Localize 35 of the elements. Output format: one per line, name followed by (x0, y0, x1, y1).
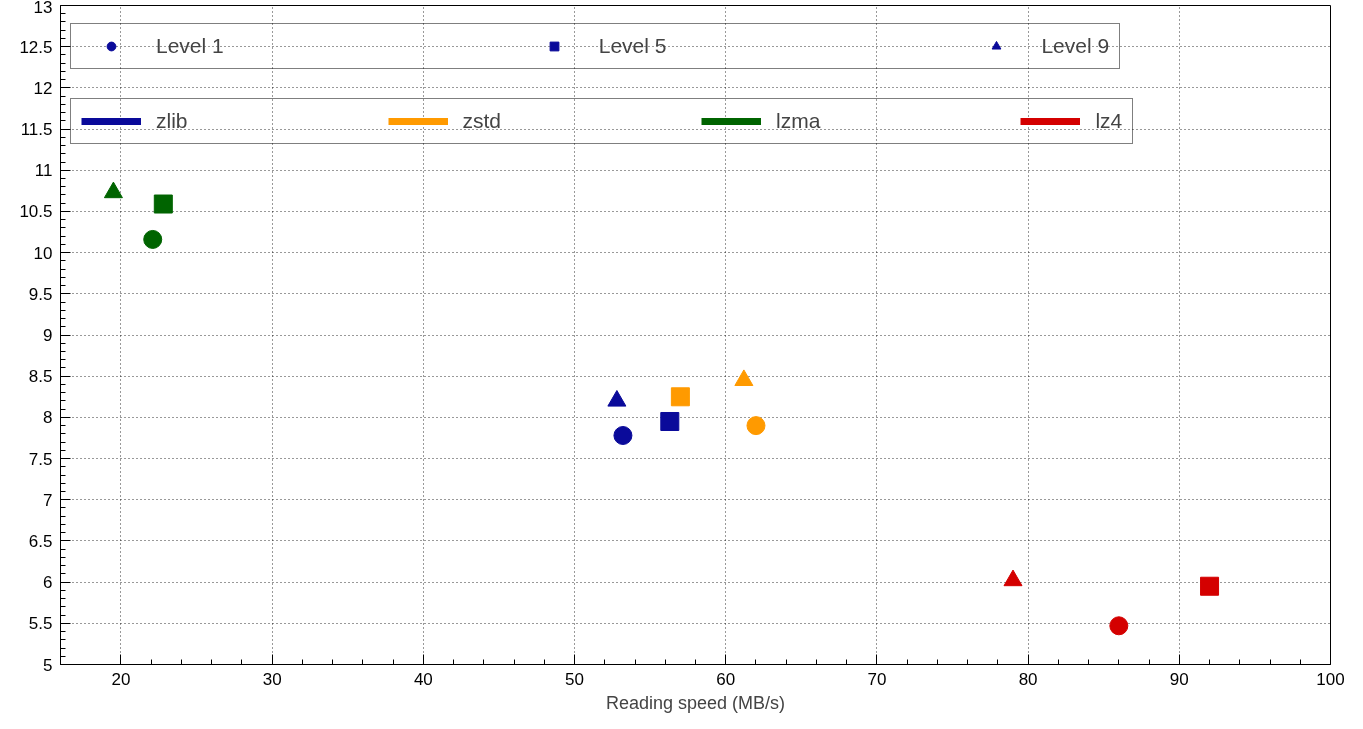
y-tick-label: 6.5 (28, 531, 53, 551)
y-tick-label: 9.5 (28, 284, 53, 304)
y-tick-label: 13 (33, 0, 53, 17)
legend-label: Level 5 (598, 34, 667, 58)
y-tick-label: 7.5 (28, 449, 53, 469)
y-tick-label: 10.5 (19, 202, 53, 222)
legend-label: zstd (462, 109, 502, 133)
x-tick-label: 50 (565, 669, 585, 689)
legend-label: lz4 (1095, 109, 1123, 133)
x-tick-label: 60 (716, 669, 736, 689)
y-tick-label: 11.5 (20, 120, 53, 140)
x-tick-label: 70 (867, 669, 887, 689)
x-tick-label: 20 (111, 669, 131, 689)
y-tick-label: 7 (43, 490, 53, 510)
y-tick-label: 6 (43, 573, 53, 593)
y-tick-label: 8 (43, 408, 53, 428)
x-tick-label: 100 (1316, 669, 1345, 689)
point (103, 181, 123, 199)
y-tick-label: 8.5 (28, 367, 53, 387)
x-tick-label: 30 (262, 669, 282, 689)
legend-label: zlib (156, 109, 188, 133)
x-tick-label: 40 (413, 669, 433, 689)
x-axis-title: Reading speed (MB/s) (605, 692, 786, 713)
x-tick-label: 90 (1169, 669, 1189, 689)
y-tick-label: 11 (34, 161, 53, 181)
y-tick-label: 12 (33, 78, 53, 98)
legend-label: lzma (776, 109, 821, 133)
y-tick-label: 12.5 (19, 37, 53, 57)
y-tick-label: 5 (43, 655, 53, 675)
legend-label: Level 9 (1041, 34, 1110, 58)
legend-label: Level 1 (156, 34, 224, 58)
y-tick-label: 10 (33, 243, 53, 263)
x-tick-label: 80 (1018, 669, 1038, 689)
y-tick-label: 5.5 (28, 614, 53, 634)
y-tick-label: 9 (43, 326, 53, 345)
